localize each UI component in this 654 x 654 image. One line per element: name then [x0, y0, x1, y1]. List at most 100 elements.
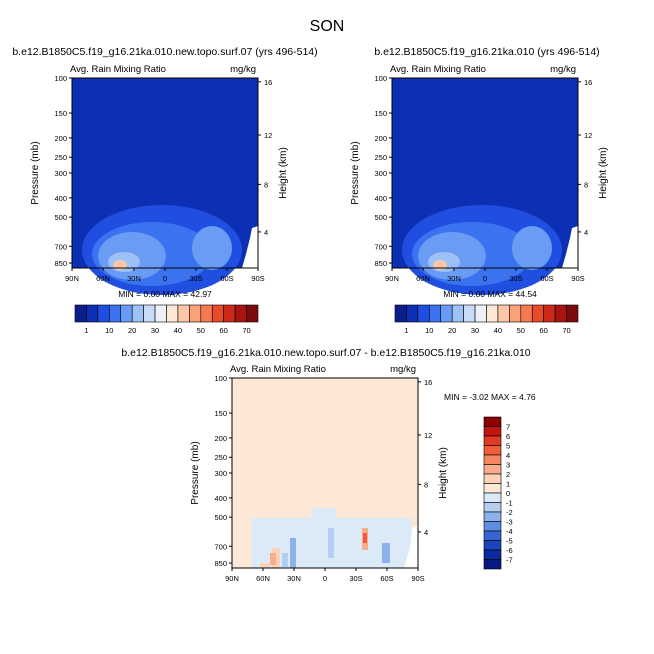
colorbar-swatch [483, 483, 502, 494]
colorbar-swatch [166, 304, 179, 323]
x-tick-label: 30S [349, 574, 362, 583]
colorbar-swatch [483, 559, 502, 570]
y-tick-label: 250 [54, 153, 67, 162]
chart-title: b.e12.B1850C5.f19_g16.21ka.010 (yrs 496-… [374, 46, 599, 58]
colorbar-label: 60 [540, 326, 548, 335]
colorbar-label: 50 [197, 326, 205, 335]
colorbar-label: 0 [506, 489, 510, 498]
y-right-tick-label: 12 [584, 131, 592, 140]
colorbar-label: 1 [404, 326, 408, 335]
colorbar-swatch [234, 304, 247, 323]
colorbar-label: -5 [506, 537, 513, 546]
colorbar-label: 10 [105, 326, 113, 335]
colorbar-swatch [154, 304, 167, 323]
colorbar-swatch [483, 540, 502, 551]
y-right-tick-label: 16 [264, 78, 272, 87]
y-tick-label: 150 [374, 109, 387, 118]
colorbar-swatch [86, 304, 99, 323]
colorbar-swatch [483, 416, 502, 427]
y-axis-label: Pressure (mb) [30, 141, 41, 204]
colorbar-label: 70 [242, 326, 250, 335]
topography-mask [562, 226, 578, 268]
y-axis-label: Pressure (mb) [350, 141, 361, 204]
y-tick-label: 150 [54, 109, 67, 118]
colorbar-swatch [483, 521, 502, 532]
colorbar-label: 20 [128, 326, 136, 335]
y-right-tick-label: 12 [424, 431, 432, 440]
colorbar-label: 60 [220, 326, 228, 335]
colorbar-swatch [131, 304, 144, 323]
y-right-tick-label: 4 [424, 528, 428, 537]
colorbar-swatch [417, 304, 430, 323]
x-tick-label: 90S [251, 274, 264, 283]
colorbar-swatch [120, 304, 133, 323]
y-right-tick-label: 12 [264, 131, 272, 140]
colorbar-label: 10 [425, 326, 433, 335]
colorbar-swatch [223, 304, 236, 323]
y-right-tick-label: 16 [584, 78, 592, 87]
colorbar-swatch [483, 530, 502, 541]
colorbar-label: -2 [506, 508, 513, 517]
colorbar-swatch [406, 304, 419, 323]
x-tick-label: 0 [483, 274, 487, 283]
colorbar-swatch [474, 304, 487, 323]
y-right-tick-label: 8 [424, 480, 428, 489]
field-contour [382, 543, 390, 563]
x-tick-label: 90N [65, 274, 79, 283]
topography-mask [404, 526, 418, 568]
field-contour [328, 528, 334, 558]
y-right-tick-label: 8 [584, 180, 588, 189]
y-tick-label: 400 [214, 494, 227, 503]
y-tick-label: 500 [214, 513, 227, 522]
chart-subtitle-left: Avg. Rain Mixing Ratio [230, 364, 326, 375]
colorbar-swatch [483, 435, 502, 446]
field-contour [260, 563, 270, 568]
page-title: SON [309, 18, 345, 35]
chart-panel-2: b.e12.B1850C5.f19_g16.21ka.010 (yrs 496-… [350, 46, 609, 335]
y-tick-label: 500 [54, 213, 67, 222]
colorbar-swatch [483, 426, 502, 437]
colorbar-swatch [394, 304, 407, 323]
colorbar-swatch [566, 304, 579, 323]
x-tick-label: 60N [416, 274, 430, 283]
y-tick-label: 150 [214, 409, 227, 418]
chart-title: b.e12.B1850C5.f19_g16.21ka.010.new.topo.… [12, 46, 317, 58]
colorbar-swatch [520, 304, 533, 323]
colorbar-label: 3 [506, 461, 510, 470]
colorbar-swatch [483, 464, 502, 475]
y-right-axis-label: Height (km) [438, 447, 449, 499]
x-tick-label: 90N [385, 274, 399, 283]
colorbar-swatch [497, 304, 510, 323]
colorbar-label: -3 [506, 518, 513, 527]
x-tick-label: 60S [380, 574, 393, 583]
x-tick-label: 0 [323, 574, 327, 583]
x-tick-label: 90S [411, 574, 424, 583]
colorbar-label: 30 [471, 326, 479, 335]
field-contour [363, 533, 367, 543]
colorbar-label: 30 [151, 326, 159, 335]
colorbar-label: -6 [506, 546, 513, 555]
x-tick-label: 60S [220, 274, 233, 283]
stats-label: MIN = -3.02 MAX = 4.76 [444, 392, 536, 402]
colorbar-label: 4 [506, 451, 510, 460]
y-right-tick-label: 4 [584, 228, 588, 237]
y-tick-label: 850 [214, 559, 227, 568]
colorbar-swatch [509, 304, 522, 323]
colorbar-swatch [483, 473, 502, 484]
y-tick-label: 200 [214, 434, 227, 443]
colorbar-swatch [211, 304, 224, 323]
x-tick-label: 30S [189, 274, 202, 283]
y-tick-label: 300 [374, 169, 387, 178]
colorbar-label: 40 [174, 326, 182, 335]
colorbar-swatch [483, 492, 502, 503]
y-tick-label: 250 [214, 453, 227, 462]
x-tick-label: 60N [96, 274, 110, 283]
colorbar-label: 50 [517, 326, 525, 335]
y-tick-label: 400 [374, 194, 387, 203]
field-contour [512, 226, 552, 270]
colorbar-swatch [451, 304, 464, 323]
x-tick-label: 30N [287, 574, 301, 583]
colorbar-swatch [483, 454, 502, 465]
colorbar-swatch [554, 304, 567, 323]
x-tick-label: 0 [163, 274, 167, 283]
